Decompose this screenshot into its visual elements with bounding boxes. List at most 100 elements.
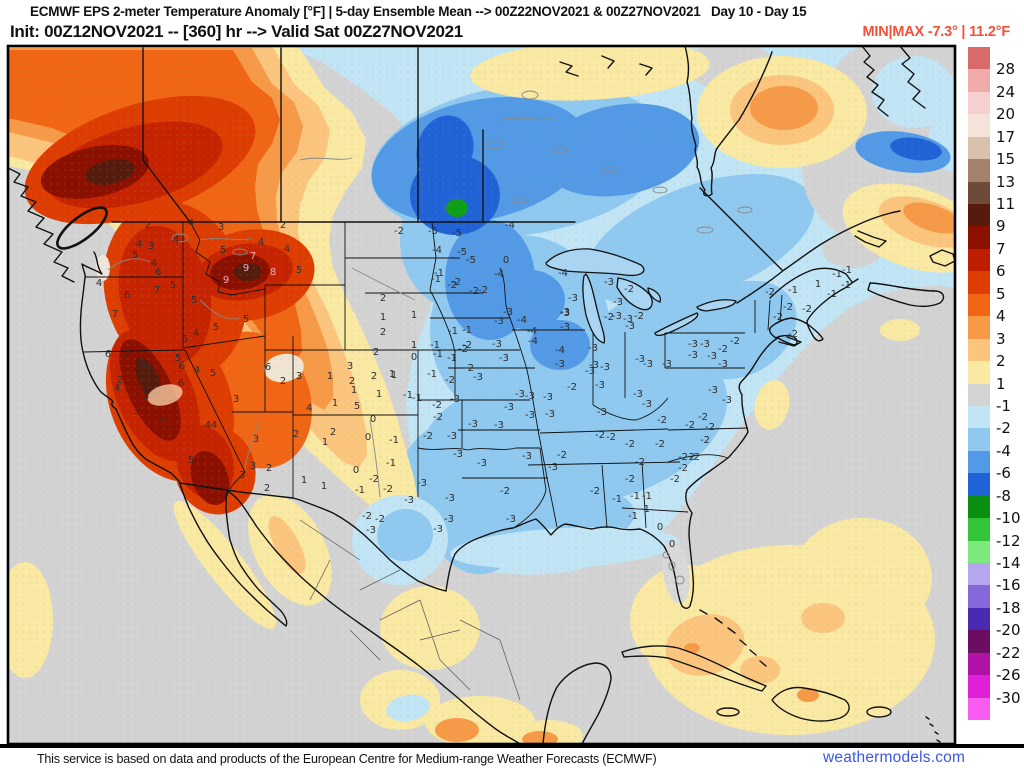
station-value: -3 — [722, 395, 732, 406]
station-value: 5 — [188, 455, 194, 466]
station-value: 2 — [117, 375, 123, 386]
station-value: -1 — [403, 390, 413, 401]
station-value: 5 — [220, 245, 226, 256]
station-value: 4 — [193, 328, 199, 339]
colorbar-segment — [968, 697, 990, 721]
station-value: -2 — [635, 457, 645, 468]
station-value: -3 — [444, 514, 454, 525]
station-value: 2 — [266, 463, 272, 474]
station-value: 1 — [322, 437, 328, 448]
colorbar-segment — [968, 181, 990, 205]
station-value: -2 — [685, 452, 695, 463]
station-value: 1 — [332, 398, 338, 409]
colorbar-segment — [968, 226, 990, 250]
station-value: -3 — [700, 339, 710, 350]
colorbar-segment — [968, 159, 990, 183]
station-value: -1 — [430, 340, 440, 351]
station-value: 6 — [265, 362, 271, 373]
station-value: -4 — [555, 345, 565, 356]
station-value: -2 — [362, 511, 372, 522]
station-value: 0 — [370, 414, 376, 425]
colorbar-segment — [968, 383, 990, 407]
station-value: 5 — [175, 353, 181, 364]
station-value: -3 — [477, 458, 487, 469]
station-value: 4 — [140, 360, 146, 371]
station-value: -3 — [612, 311, 622, 322]
station-value: 3 — [148, 241, 154, 252]
attribution-text: This service is based on data and produc… — [37, 752, 657, 766]
station-value: -2 — [469, 286, 479, 297]
station-value: -2 — [478, 285, 488, 296]
station-value: -4 — [517, 315, 527, 326]
station-value: 3 — [296, 371, 302, 382]
station-value: -3 — [503, 307, 513, 318]
station-value: -2 — [462, 340, 472, 351]
station-value: -2 — [700, 435, 710, 446]
colorbar-tick-label: 3 — [996, 329, 1006, 348]
station-value: -2 — [383, 484, 393, 495]
colorbar-tick-label: 28 — [996, 60, 1016, 79]
station-value: -1 — [389, 435, 399, 446]
station-value: 5 — [296, 265, 302, 276]
station-value: 1 — [411, 310, 417, 321]
station-value: 4 — [136, 239, 142, 250]
station-value: 9 — [223, 275, 229, 286]
station-value: 6 — [124, 290, 130, 301]
station-value: -3 — [588, 343, 598, 354]
station-value: -2 — [678, 452, 688, 463]
weathermodels-brand-link[interactable]: weathermodels.com — [823, 749, 966, 766]
station-value: 4 — [205, 420, 211, 431]
station-value: -1 — [355, 485, 365, 496]
colorbar-tick-label: -8 — [996, 486, 1011, 505]
station-value: -3 — [494, 420, 504, 431]
colorbar-tick-label: -30 — [996, 688, 1021, 707]
station-value: -3 — [499, 353, 509, 364]
station-value: 2 — [330, 427, 336, 438]
station-value: -5 — [428, 226, 438, 237]
station-value: -3 — [525, 391, 535, 402]
station-value: 6 — [178, 378, 184, 389]
station-value: -1 — [448, 326, 458, 337]
station-value: 3 — [253, 434, 259, 445]
colorbar-segment — [968, 91, 990, 115]
station-value: 8 — [270, 267, 276, 278]
station-value: 4 — [258, 237, 264, 248]
station-value: -2 — [730, 336, 740, 347]
station-value: -2 — [433, 412, 443, 423]
station-value: 4 — [211, 420, 217, 431]
colorbar-segment — [968, 114, 990, 138]
station-value: -2 — [783, 302, 793, 313]
station-value: 1 — [321, 481, 327, 492]
station-value: -4 — [505, 220, 515, 231]
station-value: -1 — [431, 274, 441, 285]
station-value: -2 — [625, 474, 635, 485]
station-value: -2 — [604, 312, 614, 323]
station-value: -2 — [375, 514, 385, 525]
station-value: -5 — [466, 255, 476, 266]
station-value: -3 — [504, 402, 514, 413]
station-value: -5 — [452, 228, 462, 239]
colorbar-tick-label: 4 — [996, 307, 1006, 326]
station-value: -1 — [827, 289, 837, 300]
colorbar-tick-label: -10 — [996, 509, 1021, 528]
station-value: 4 — [306, 403, 312, 414]
station-value: 3 — [133, 406, 139, 417]
colorbar-segment — [968, 69, 990, 93]
station-value: 5 — [191, 295, 197, 306]
station-value: -3 — [453, 449, 463, 460]
station-value: -1 — [386, 458, 396, 469]
station-value: 3 — [250, 461, 256, 472]
station-value: -3 — [595, 380, 605, 391]
colorbar-tick-label: 1 — [996, 374, 1006, 393]
station-value: -2 — [590, 486, 600, 497]
colorbar-tick-label: -22 — [996, 643, 1021, 662]
station-value: -1 — [447, 353, 457, 364]
station-value: -3 — [585, 366, 595, 377]
station-value: 0 — [365, 432, 371, 443]
colorbar-tick-label: 5 — [996, 284, 1006, 303]
station-value: -3 — [613, 297, 623, 308]
station-value: 1 — [301, 475, 307, 486]
colorbar-tick-label: -1 — [996, 396, 1011, 415]
map-title: ECMWF EPS 2-meter Temperature Anomaly [°… — [30, 4, 807, 19]
